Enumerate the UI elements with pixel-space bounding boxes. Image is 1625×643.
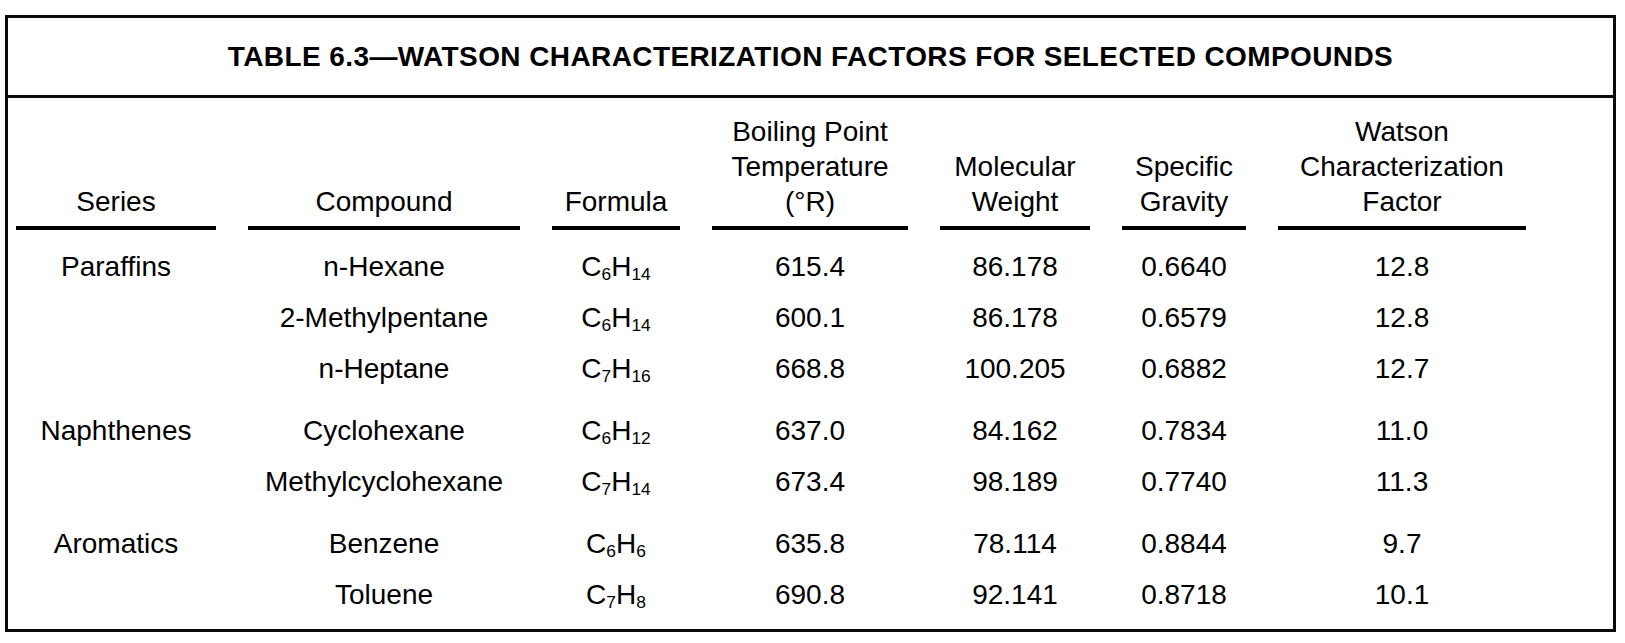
column-header-boiling_point: Boiling Point Temperature (°R) [712, 98, 908, 230]
table-row: 2-Methylpentane C6H14 600.1 86.178 0.6579 12.… [8, 292, 1613, 343]
cell-boiling_point: 668.8 [712, 355, 908, 383]
table-body: Paraffins n-Hexane C6H14 615.4 86.178 0.6640 1… [8, 241, 1613, 620]
table-row: Toluene C7H8 690.8 92.141 0.8718 10.1 [8, 569, 1613, 620]
cell-watson_factor: 10.1 [1278, 581, 1526, 609]
cell-formula: C6H12 [552, 417, 680, 445]
column-header-label: Compound [316, 184, 453, 219]
cell-formula: C7H14 [552, 468, 680, 496]
cell-specific_gravity: 0.6640 [1122, 253, 1246, 281]
column-header-formula: Formula [552, 98, 680, 230]
table-title: TABLE 6.3—WATSON CHARACTERIZATION FACTOR… [8, 18, 1613, 98]
table-row: Aromatics Benzene C6H6 635.8 78.114 0.8844 9.7 [8, 518, 1613, 569]
cell-molecular_weight: 86.178 [940, 253, 1090, 281]
cell-molecular_weight: 84.162 [940, 417, 1090, 445]
cell-compound: Methylcyclohexane [248, 468, 520, 496]
cell-compound: n-Heptane [248, 355, 520, 383]
cell-molecular_weight: 98.189 [940, 468, 1090, 496]
cell-boiling_point: 600.1 [712, 304, 908, 332]
table-row: Paraffins n-Hexane C6H14 615.4 86.178 0.6640 1… [8, 241, 1613, 292]
cell-boiling_point: 690.8 [712, 581, 908, 609]
cell-formula: C7H8 [552, 581, 680, 609]
column-header-label: Formula [565, 184, 668, 219]
cell-specific_gravity: 0.7740 [1122, 468, 1246, 496]
cell-series: Naphthenes [16, 417, 216, 445]
table-row: Naphthenes Cyclohexane C6H12 637.0 84.162 0.7… [8, 405, 1613, 456]
cell-formula: C7H16 [552, 355, 680, 383]
column-header-label: Watson Characterization Factor [1300, 114, 1504, 219]
column-header-specific_gravity: Specific Gravity [1122, 98, 1246, 230]
cell-watson_factor: 12.7 [1278, 355, 1526, 383]
column-header-molecular_weight: Molecular Weight [940, 98, 1090, 230]
cell-series: Aromatics [16, 530, 216, 558]
cell-boiling_point: 635.8 [712, 530, 908, 558]
cell-compound: Benzene [248, 530, 520, 558]
column-header-compound: Compound [248, 98, 520, 230]
cell-compound: Cyclohexane [248, 417, 520, 445]
cell-specific_gravity: 0.8844 [1122, 530, 1246, 558]
cell-molecular_weight: 86.178 [940, 304, 1090, 332]
column-header-label: Series [76, 184, 155, 219]
cell-specific_gravity: 0.7834 [1122, 417, 1246, 445]
cell-boiling_point: 615.4 [712, 253, 908, 281]
column-header-label: Boiling Point Temperature (°R) [731, 114, 888, 219]
cell-boiling_point: 673.4 [712, 468, 908, 496]
cell-boiling_point: 637.0 [712, 417, 908, 445]
column-header-label: Molecular Weight [954, 149, 1075, 219]
cell-compound: Toluene [248, 581, 520, 609]
cell-compound: 2-Methylpentane [248, 304, 520, 332]
cell-formula: C6H14 [552, 304, 680, 332]
cell-watson_factor: 11.0 [1278, 417, 1526, 445]
cell-molecular_weight: 78.114 [940, 530, 1090, 558]
cell-specific_gravity: 0.8718 [1122, 581, 1246, 609]
column-header-series: Series [16, 98, 216, 230]
table-header-row: Series Compound Formula Boiling Point Tempe… [8, 98, 1613, 230]
table-row: n-Heptane C7H16 668.8 100.205 0.6882 12.7 [8, 343, 1613, 394]
cell-watson_factor: 9.7 [1278, 530, 1526, 558]
cell-molecular_weight: 100.205 [940, 355, 1090, 383]
cell-compound: n-Hexane [248, 253, 520, 281]
table-row: Methylcyclohexane C7H14 673.4 98.189 0.7740 1… [8, 456, 1613, 507]
column-header-label: Specific Gravity [1135, 149, 1233, 219]
column-header-watson_factor: Watson Characterization Factor [1278, 98, 1526, 230]
cell-watson_factor: 12.8 [1278, 304, 1526, 332]
cell-watson_factor: 11.3 [1278, 468, 1526, 496]
cell-specific_gravity: 0.6579 [1122, 304, 1246, 332]
cell-formula: C6H14 [552, 253, 680, 281]
cell-series: Paraffins [16, 253, 216, 281]
table-figure: TABLE 6.3—WATSON CHARACTERIZATION FACTOR… [5, 15, 1616, 632]
cell-formula: C6H6 [552, 530, 680, 558]
cell-molecular_weight: 92.141 [940, 581, 1090, 609]
cell-watson_factor: 12.8 [1278, 253, 1526, 281]
cell-specific_gravity: 0.6882 [1122, 355, 1246, 383]
